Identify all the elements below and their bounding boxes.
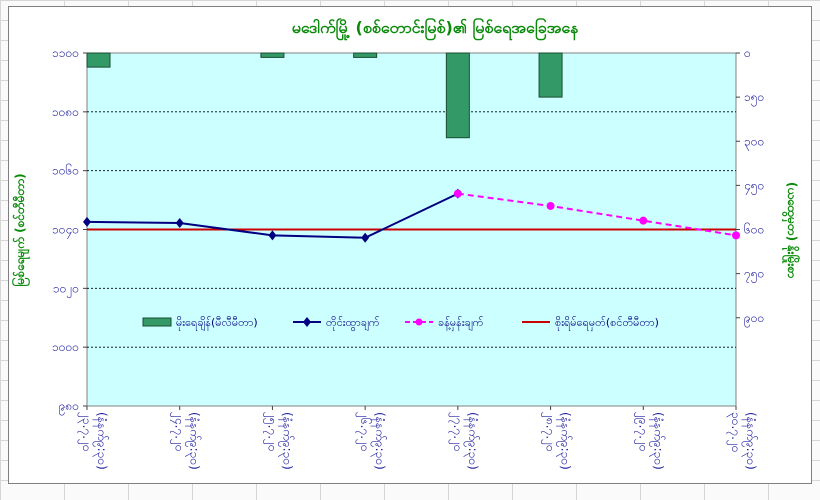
x-tick-date: ၂၈.၇.၂၀ [541,412,558,452]
left-axis-label: မြစ်ရေမျက် (စင်တီမီတာ) [10,173,31,286]
x-tick-label: ၂၇.၇.၂၀ (နံနက်၉:၃၀) [448,412,481,470]
x-tick-time: (နံနက်၉:၃၀) [185,412,203,470]
right-tick-label: ၉၀၀ [744,311,764,328]
right-tick-label: ၇၅၀ [744,267,764,284]
left-tick-label: ၁၀၈၀ [52,105,79,119]
legend-swatch [142,317,172,327]
x-tick-label: ၃၀.၇.၂၀ (နံနက်၉:၃၀) [726,412,759,470]
observed-point [175,218,184,229]
forecast-point [453,189,462,198]
rain-bar [353,52,378,58]
x-tick-time: (နံနက်၉:၃၀) [648,412,666,470]
x-tick-date: ၃၀.၇.၂၀ [726,412,743,453]
x-tick-date: ၂၆.၇.၂၀ [355,412,373,452]
legend-label: မိုးရေချိန်(မီလီမီတာ) [176,316,258,331]
legend-label: ခန့်မှန်းချက် [438,316,484,331]
x-tick-time: (နံနက်၉:၃၀) [463,412,481,470]
x-tick-date: ၂၇.၇.၂၀ [448,412,465,452]
left-tick-label: ၁၀၄၀ [52,223,79,240]
left-tick-label: ၉၈၀ [59,399,79,416]
left-tick-label: ၁၀၂၀ [53,281,79,298]
x-tick-label: ၂၆.၇.၂၀ (နံနက်၉:၃၀) [355,412,388,470]
left-tick-label: ၁၀၀၀ [52,340,79,354]
observed-point [361,232,370,243]
forecast-point [732,231,740,240]
right-tick-label: ၄၅၀ [744,178,764,195]
chart-title: မဒေါက်မြို့ (စစ်တောင်းမြစ်)၏ မြစ်ရေအခြေအ… [292,17,579,41]
legend-label: စိုးရိမ်ရေမှတ်(စင်တီမီတာ) [555,316,659,331]
observed-point [83,216,91,227]
right-tick-label: ၁၅၀ [744,90,764,107]
x-tick-time: (နံနက်၉:၃၀) [370,412,388,470]
x-tick-label: ၂၄.၇.၂၀ (နံနက်၉:၃၀) [170,412,203,470]
rain-bar [260,52,285,58]
rain-bar [86,52,111,68]
x-tick-label: ၂၃.၇.၂၀ (နံနက်၉:၃၀) [77,412,110,470]
legend-marker [303,317,311,327]
left-tick-label: ၁၁၀၀ [52,46,79,60]
x-tick-date: ၂၉.၇.၂၀ [633,412,650,452]
rain-bar [538,52,563,98]
x-tick-time: (နံနက်၉:၃၀) [277,412,295,470]
x-tick-label: ၂၈.၇.၂၀ (နံနက်၉:၃၀) [541,412,574,470]
right-axis-label: (ယထွေမှတ) နိုးမြိုးစာ [781,182,802,278]
forecast-point [546,201,555,210]
right-tick-label: ၆၀၀ [744,222,764,237]
x-tick-date: ၂၃.၇.၂၀ [77,412,94,452]
legend-label: တိုင်းထွာချက် [326,316,380,331]
x-tick-label: ၂၉.၇.၂၀ (နံနက်၉:၃၀) [633,412,666,470]
forecast-point [639,216,648,225]
forecast-line [457,192,737,237]
rain-bar [445,52,470,139]
x-tick-date: ၂၅.၇.၂၀ [262,412,279,452]
x-tick-time: (နံနက်၉:၃၀) [741,412,759,470]
x-tick-time: (နံနက်၉:၃၀) [556,412,574,470]
x-tick-label: ၂၅.၇.၂၀ (နံနက်၉:၃၀) [262,412,295,470]
left-tick-label: ၁၀၆၀ [52,163,79,178]
x-tick-time: (နံနက်၉:၃၀) [92,412,110,470]
right-tick-label: ၀ [744,46,751,60]
legend-marker [415,318,423,326]
observed-point [268,230,277,241]
x-tick-date: ၂၄.၇.၂၀ [170,412,187,452]
right-tick-label: ၃၀၀ [744,134,764,151]
